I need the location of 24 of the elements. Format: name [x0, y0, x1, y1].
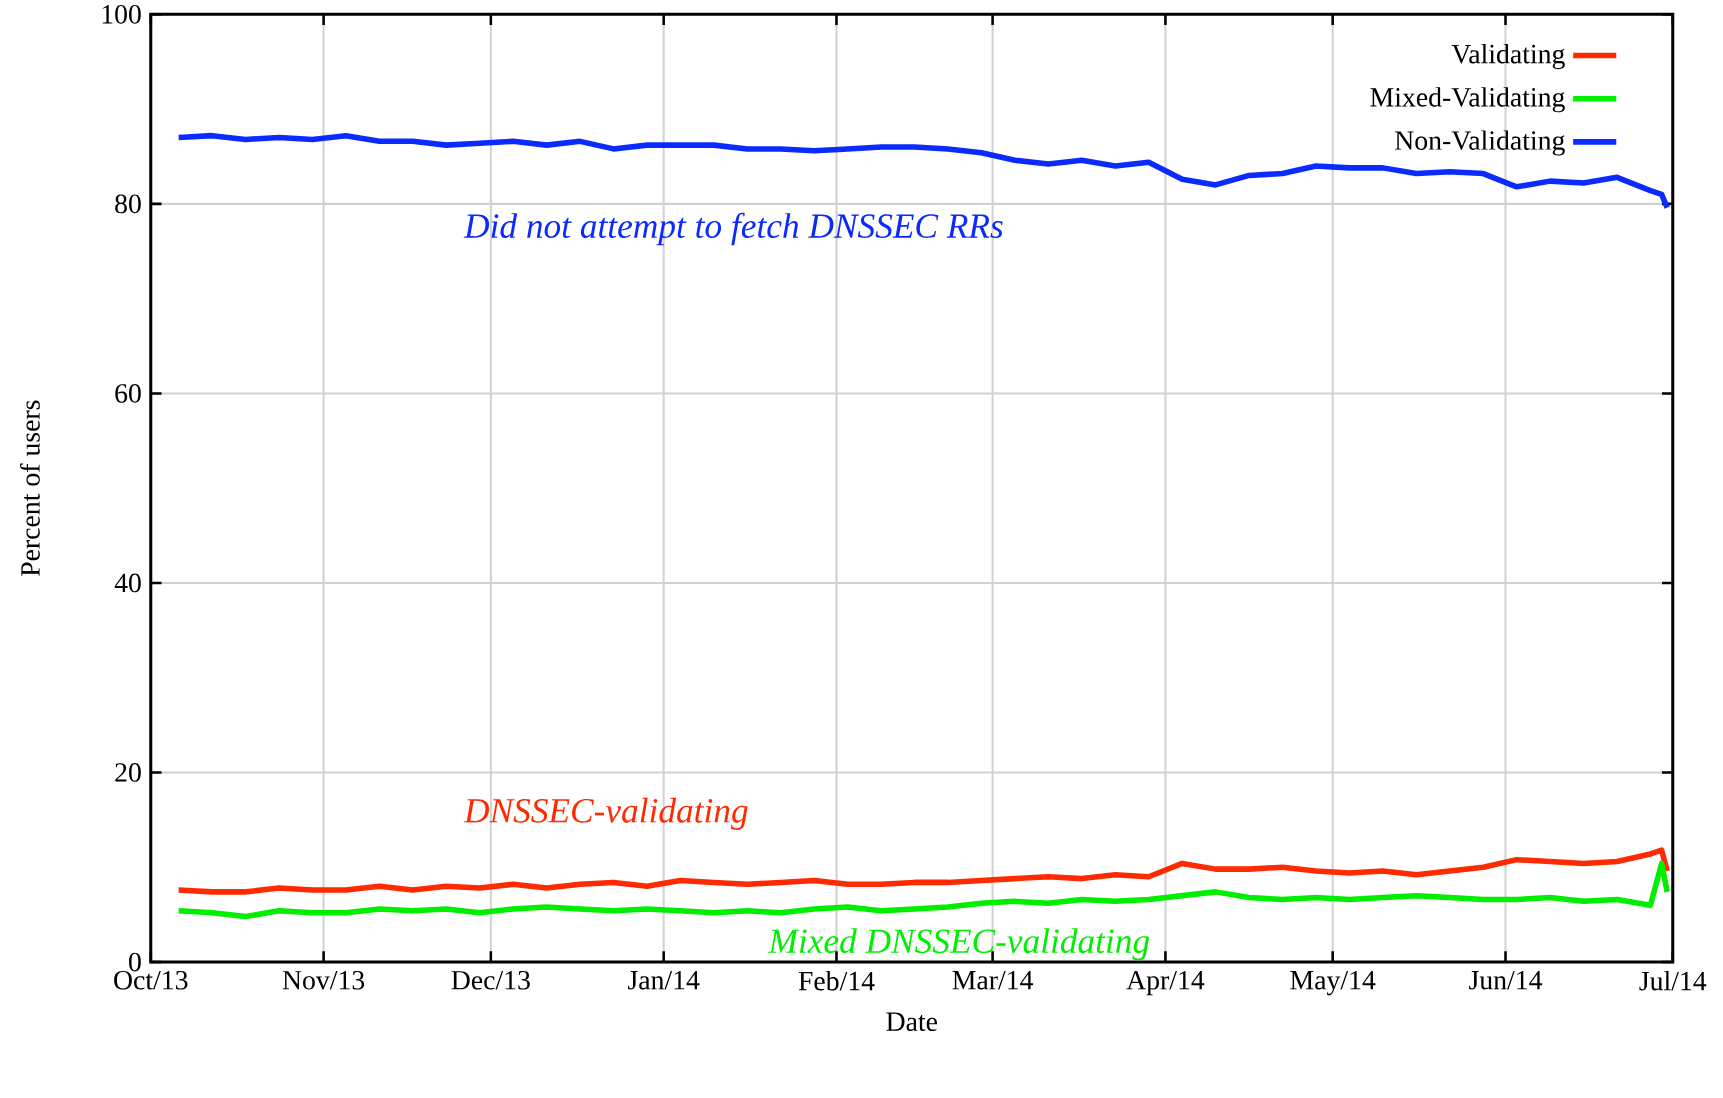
x-tick-label: Oct/13 — [114, 970, 188, 990]
x-tick-label: Apr/14 — [1126, 970, 1205, 995]
y-axis-title: Percent of users — [20, 400, 40, 576]
x-tick-label: May/14 — [1290, 970, 1376, 996]
y-tick-label: 60 — [115, 383, 141, 403]
y-tick-label: 80 — [115, 194, 141, 214]
y-tick-label: 100 — [102, 4, 141, 24]
x-tick-label: Dec/13 — [451, 970, 530, 990]
annotation: Did not attempt to fetch DNSSEC RRs — [463, 212, 1003, 245]
legend-label: Non-Validating — [1395, 130, 1565, 156]
legend-label: Validating — [1451, 43, 1565, 69]
annotation: DNSSEC-validating — [463, 797, 748, 830]
annotation: Mixed DNSSEC-validating — [768, 928, 1150, 961]
y-tick-label: 0 — [129, 952, 141, 972]
x-tick-label: Nov/13 — [282, 970, 365, 990]
x-tick-label: Jun/14 — [1469, 970, 1543, 990]
y-tick-label: 20 — [115, 762, 141, 782]
x-tick-label: Jan/14 — [628, 970, 700, 990]
x-tick-label: Mar/14 — [952, 970, 1034, 990]
x-tick-label: Feb/14 — [798, 970, 875, 991]
x-axis-title: Date — [886, 1012, 938, 1031]
y-tick-label: 40 — [114, 573, 141, 593]
legend-label: Mixed-Validating — [1370, 86, 1565, 113]
x-tick-label: Jul/14 — [1639, 970, 1707, 991]
